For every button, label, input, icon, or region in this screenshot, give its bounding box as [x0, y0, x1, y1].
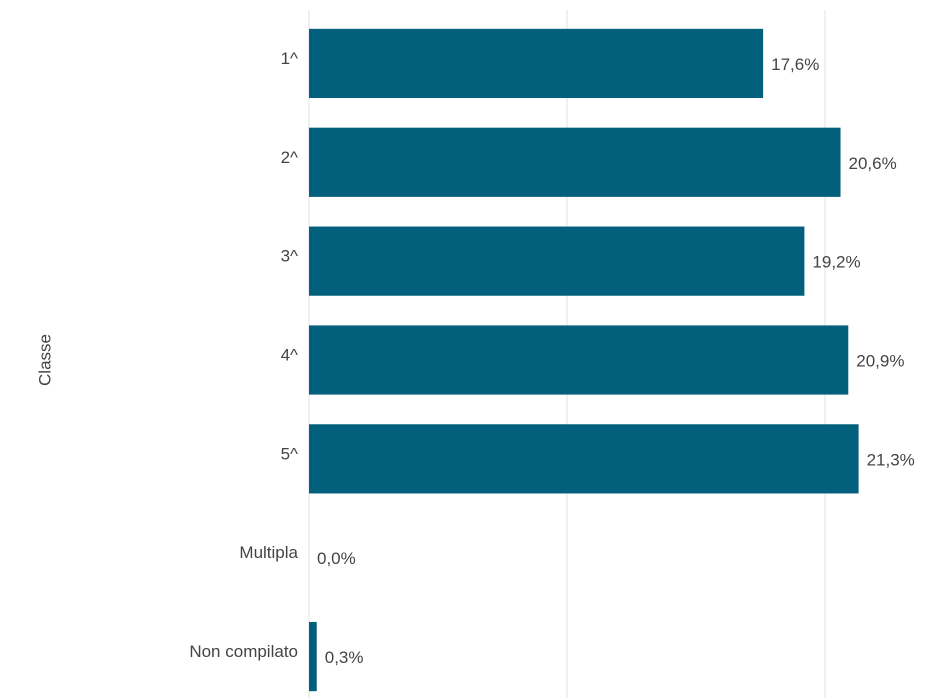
bar [309, 424, 859, 494]
bar [309, 28, 764, 99]
y-tick-label: 3^ [281, 247, 298, 266]
y-tick-label: 4^ [281, 345, 298, 364]
value-label: 20,6% [849, 154, 897, 173]
value-label: 0,0% [317, 549, 356, 568]
value-label: 19,2% [812, 253, 860, 272]
y-tick-label: 5^ [281, 444, 298, 463]
value-label: 21,3% [867, 450, 915, 469]
value-label: 17,6% [771, 55, 819, 74]
y-axis-label: Classe [35, 334, 54, 386]
bar [309, 127, 841, 197]
y-tick-label: 2^ [281, 148, 298, 167]
y-tick-label: 1^ [281, 49, 298, 68]
bar [309, 325, 849, 395]
y-tick-label: Multipla [239, 543, 298, 562]
value-label: 20,9% [856, 351, 904, 370]
bar [309, 621, 317, 692]
y-tick-label: Non compilato [189, 642, 298, 661]
value-label: 0,3% [325, 648, 364, 667]
bar [309, 226, 805, 296]
